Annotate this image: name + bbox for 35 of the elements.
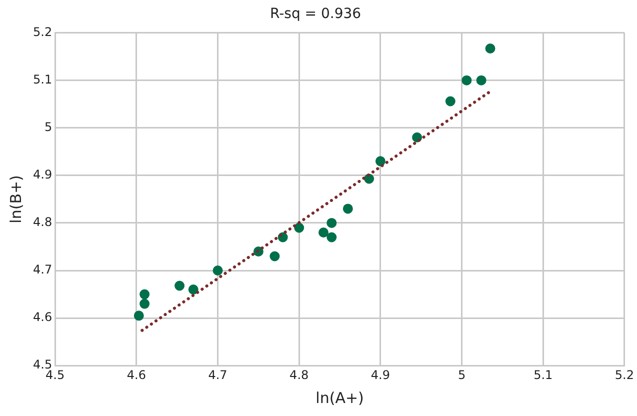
x-tick-label: 4.9: [370, 368, 390, 382]
point: [174, 280, 185, 291]
y-tick-label: 5.1: [32, 72, 52, 86]
x-tick-label: 4.5: [46, 368, 65, 382]
point: [270, 251, 280, 262]
x-tick-label: 4.8: [290, 368, 309, 382]
y-axis-title: ln(B+): [6, 175, 25, 224]
y-tick-label: 4.7: [32, 262, 52, 277]
point: [485, 43, 496, 54]
x-tick-label: 4.7: [208, 368, 228, 382]
chart-title: R-sq = 0.936: [270, 6, 362, 22]
x-tick-label: 5.2: [614, 368, 634, 382]
point: [140, 289, 150, 300]
point: [294, 222, 304, 233]
point: [326, 218, 337, 228]
point: [462, 75, 472, 86]
point: [140, 298, 150, 309]
point: [342, 204, 353, 214]
x-axis-title: ln(A+): [316, 388, 364, 407]
y-tick-label: 5: [44, 120, 52, 134]
point: [188, 284, 198, 295]
y-tick-label: 4.6: [32, 310, 52, 324]
point: [445, 96, 456, 106]
point: [318, 227, 329, 238]
x-tick-label: 4.6: [126, 368, 146, 382]
x-tick-label: 5.1: [534, 368, 553, 382]
point: [212, 266, 223, 276]
y-tick-label: 5.2: [32, 24, 52, 39]
point: [375, 156, 386, 166]
point: [476, 75, 486, 86]
x-tick-label: 5: [458, 368, 466, 382]
point: [326, 232, 337, 242]
y-tick-label: 4.8: [32, 215, 52, 230]
y-tick-label: 4.9: [32, 168, 52, 182]
point: [134, 310, 144, 321]
